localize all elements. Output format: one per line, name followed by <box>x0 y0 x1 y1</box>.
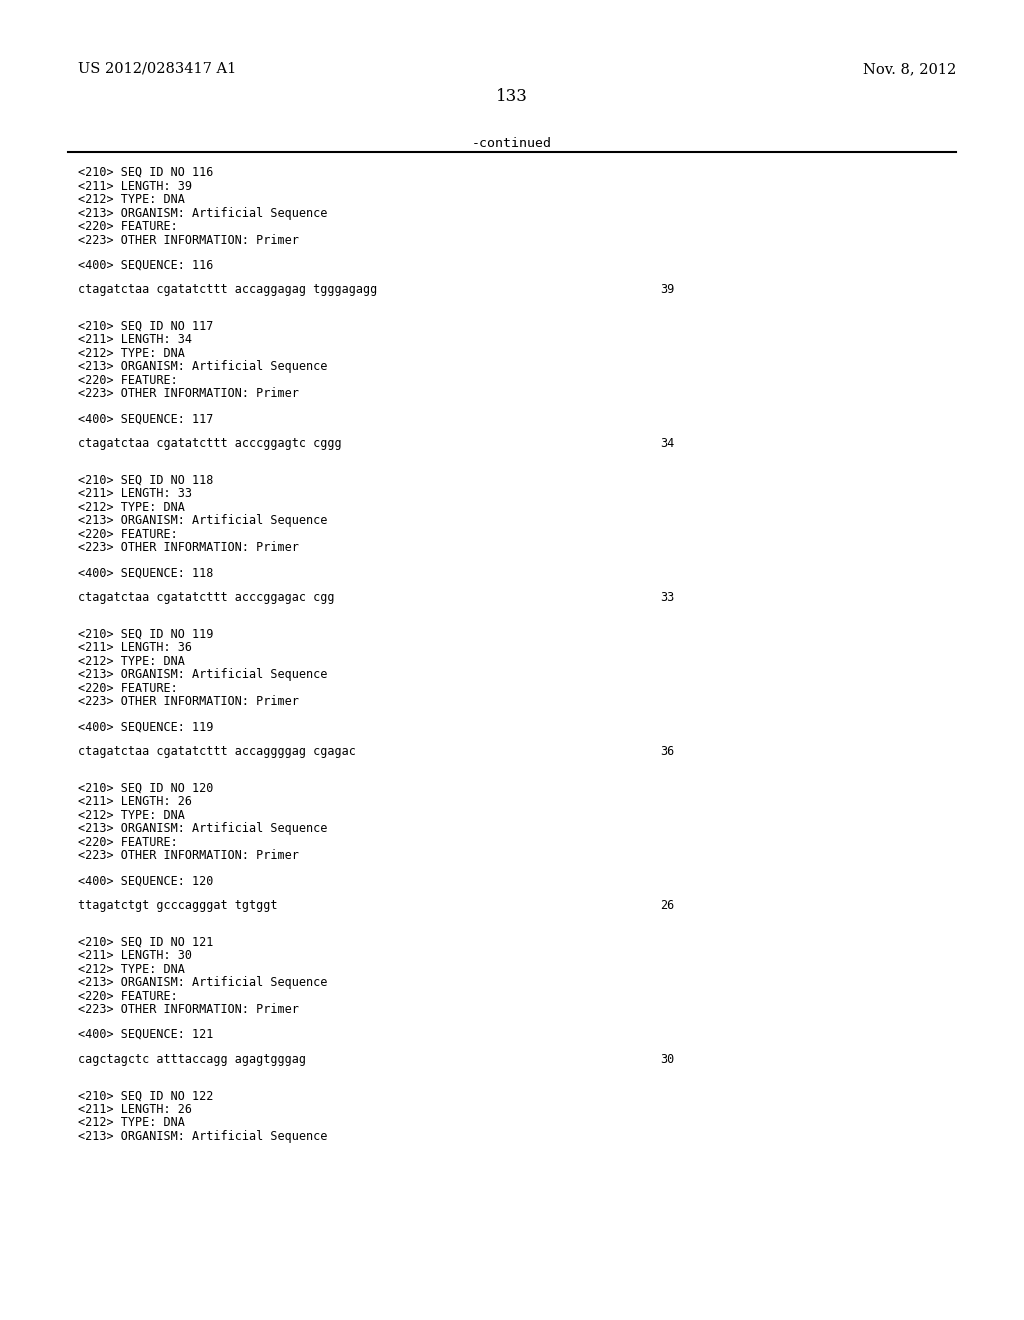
Text: <212> TYPE: DNA: <212> TYPE: DNA <box>78 962 185 975</box>
Text: 36: 36 <box>660 746 674 758</box>
Text: 39: 39 <box>660 284 674 297</box>
Text: <212> TYPE: DNA: <212> TYPE: DNA <box>78 500 185 513</box>
Text: <220> FEATURE:: <220> FEATURE: <box>78 374 178 387</box>
Text: <223> OTHER INFORMATION: Primer: <223> OTHER INFORMATION: Primer <box>78 387 299 400</box>
Text: ttagatctgt gcccagggat tgtggt: ttagatctgt gcccagggat tgtggt <box>78 899 278 912</box>
Text: <400> SEQUENCE: 116: <400> SEQUENCE: 116 <box>78 259 213 272</box>
Text: <213> ORGANISM: Artificial Sequence: <213> ORGANISM: Artificial Sequence <box>78 668 328 681</box>
Text: <212> TYPE: DNA: <212> TYPE: DNA <box>78 193 185 206</box>
Text: <400> SEQUENCE: 121: <400> SEQUENCE: 121 <box>78 1028 213 1041</box>
Text: <211> LENGTH: 26: <211> LENGTH: 26 <box>78 1104 193 1115</box>
Text: <213> ORGANISM: Artificial Sequence: <213> ORGANISM: Artificial Sequence <box>78 822 328 836</box>
Text: <213> ORGANISM: Artificial Sequence: <213> ORGANISM: Artificial Sequence <box>78 975 328 989</box>
Text: <211> LENGTH: 39: <211> LENGTH: 39 <box>78 180 193 193</box>
Text: <211> LENGTH: 33: <211> LENGTH: 33 <box>78 487 193 500</box>
Text: <212> TYPE: DNA: <212> TYPE: DNA <box>78 809 185 821</box>
Text: ctagatctaa cgatatcttt acccggagac cgg: ctagatctaa cgatatcttt acccggagac cgg <box>78 591 335 605</box>
Text: <210> SEQ ID NO 121: <210> SEQ ID NO 121 <box>78 936 213 949</box>
Text: <223> OTHER INFORMATION: Primer: <223> OTHER INFORMATION: Primer <box>78 234 299 247</box>
Text: <220> FEATURE:: <220> FEATURE: <box>78 220 178 234</box>
Text: <212> TYPE: DNA: <212> TYPE: DNA <box>78 1117 185 1130</box>
Text: <213> ORGANISM: Artificial Sequence: <213> ORGANISM: Artificial Sequence <box>78 360 328 374</box>
Text: <220> FEATURE:: <220> FEATURE: <box>78 836 178 849</box>
Text: ctagatctaa cgatatcttt accaggggag cgagac: ctagatctaa cgatatcttt accaggggag cgagac <box>78 746 356 758</box>
Text: -continued: -continued <box>472 137 552 150</box>
Text: cagctagctc atttaccagg agagtgggag: cagctagctc atttaccagg agagtgggag <box>78 1053 306 1067</box>
Text: <211> LENGTH: 30: <211> LENGTH: 30 <box>78 949 193 962</box>
Text: <223> OTHER INFORMATION: Primer: <223> OTHER INFORMATION: Primer <box>78 696 299 709</box>
Text: <220> FEATURE:: <220> FEATURE: <box>78 681 178 694</box>
Text: <212> TYPE: DNA: <212> TYPE: DNA <box>78 655 185 668</box>
Text: <400> SEQUENCE: 117: <400> SEQUENCE: 117 <box>78 412 213 425</box>
Text: 30: 30 <box>660 1053 674 1067</box>
Text: <211> LENGTH: 36: <211> LENGTH: 36 <box>78 642 193 655</box>
Text: 33: 33 <box>660 591 674 605</box>
Text: <211> LENGTH: 26: <211> LENGTH: 26 <box>78 795 193 808</box>
Text: ctagatctaa cgatatcttt accaggagag tgggagagg: ctagatctaa cgatatcttt accaggagag tgggaga… <box>78 284 377 297</box>
Text: 26: 26 <box>660 899 674 912</box>
Text: <210> SEQ ID NO 118: <210> SEQ ID NO 118 <box>78 474 213 487</box>
Text: <211> LENGTH: 34: <211> LENGTH: 34 <box>78 334 193 346</box>
Text: <210> SEQ ID NO 120: <210> SEQ ID NO 120 <box>78 781 213 795</box>
Text: <210> SEQ ID NO 117: <210> SEQ ID NO 117 <box>78 319 213 333</box>
Text: <210> SEQ ID NO 119: <210> SEQ ID NO 119 <box>78 628 213 640</box>
Text: <213> ORGANISM: Artificial Sequence: <213> ORGANISM: Artificial Sequence <box>78 1130 328 1143</box>
Text: <223> OTHER INFORMATION: Primer: <223> OTHER INFORMATION: Primer <box>78 849 299 862</box>
Text: <210> SEQ ID NO 116: <210> SEQ ID NO 116 <box>78 166 213 180</box>
Text: <210> SEQ ID NO 122: <210> SEQ ID NO 122 <box>78 1089 213 1102</box>
Text: <223> OTHER INFORMATION: Primer: <223> OTHER INFORMATION: Primer <box>78 541 299 554</box>
Text: <213> ORGANISM: Artificial Sequence: <213> ORGANISM: Artificial Sequence <box>78 515 328 527</box>
Text: US 2012/0283417 A1: US 2012/0283417 A1 <box>78 62 237 77</box>
Text: <400> SEQUENCE: 119: <400> SEQUENCE: 119 <box>78 721 213 733</box>
Text: <212> TYPE: DNA: <212> TYPE: DNA <box>78 347 185 360</box>
Text: 133: 133 <box>496 88 528 106</box>
Text: <400> SEQUENCE: 118: <400> SEQUENCE: 118 <box>78 566 213 579</box>
Text: ctagatctaa cgatatcttt acccggagtc cggg: ctagatctaa cgatatcttt acccggagtc cggg <box>78 437 342 450</box>
Text: <223> OTHER INFORMATION: Primer: <223> OTHER INFORMATION: Primer <box>78 1003 299 1016</box>
Text: <213> ORGANISM: Artificial Sequence: <213> ORGANISM: Artificial Sequence <box>78 206 328 219</box>
Text: Nov. 8, 2012: Nov. 8, 2012 <box>863 62 956 77</box>
Text: <220> FEATURE:: <220> FEATURE: <box>78 528 178 541</box>
Text: <400> SEQUENCE: 120: <400> SEQUENCE: 120 <box>78 874 213 887</box>
Text: <220> FEATURE:: <220> FEATURE: <box>78 990 178 1002</box>
Text: 34: 34 <box>660 437 674 450</box>
